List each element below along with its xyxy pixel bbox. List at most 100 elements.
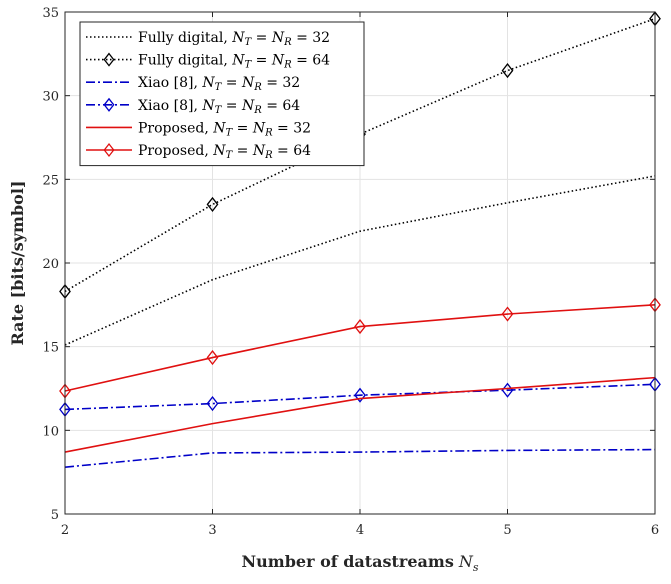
y-tick-label: 20	[42, 257, 59, 272]
series-line	[64, 304, 656, 392]
legend-label: Fully digital, NT = NR = 64	[138, 53, 330, 71]
y-tick-label: 5	[51, 508, 59, 523]
y-tick-label: 10	[42, 424, 59, 439]
legend-symbol: N	[252, 143, 266, 159]
legend-prefix: Proposed,	[138, 120, 213, 136]
series-marker	[354, 319, 366, 335]
legend-equals: =	[232, 143, 253, 159]
legend-prefix: Xiao [8],	[138, 75, 202, 91]
legend-symbol: N	[201, 98, 215, 114]
legend-symbol-sub: T	[245, 60, 253, 71]
legend-symbol: N	[241, 98, 255, 114]
legend-symbol: N	[252, 120, 266, 136]
legend-equals: =	[251, 30, 272, 46]
series-0	[64, 175, 656, 346]
legend-item: Proposed, NT = NR = 32	[86, 120, 311, 138]
legend-item: Xiao [8], NT = NR = 64	[86, 97, 300, 116]
legend-equals: =	[251, 53, 272, 69]
legend-prefix: Xiao [8],	[138, 98, 202, 114]
legend-equals: =	[221, 75, 242, 91]
legend-symbol-sub: R	[253, 82, 262, 93]
y-tick-label: 25	[42, 173, 59, 188]
legend-label: Proposed, NT = NR = 64	[138, 143, 311, 161]
legend-label: Xiao [8], NT = NR = 64	[138, 98, 300, 116]
x-axis-label-text: Number of datastreams	[242, 552, 454, 571]
legend-symbol: N	[201, 75, 215, 91]
legend-symbol: N	[241, 75, 255, 91]
series-4	[64, 376, 656, 453]
series-marker	[501, 63, 514, 79]
legend-label: Proposed, NT = NR = 32	[138, 120, 311, 138]
series-line	[64, 448, 656, 468]
y-tick-label: 30	[42, 90, 59, 105]
series-marker	[354, 387, 366, 403]
x-tick-label: 2	[61, 523, 69, 538]
legend-value: 32	[293, 120, 311, 136]
legend-value: 32	[312, 30, 330, 46]
legend-symbol: N	[212, 143, 226, 159]
legend-symbol-sub: T	[245, 37, 253, 48]
legend-symbol: N	[271, 53, 285, 69]
legend-symbol: N	[212, 120, 226, 136]
legend-symbol-sub: R	[283, 60, 292, 71]
legend-item: Fully digital, NT = NR = 32	[86, 30, 330, 48]
legend-item: Fully digital, NT = NR = 64	[86, 52, 330, 71]
legend-equals: =	[221, 98, 242, 114]
series-marker	[206, 196, 219, 212]
x-tick-label: 5	[503, 523, 511, 538]
legend-label: Fully digital, NT = NR = 32	[138, 30, 330, 48]
x-axis-label-subscript: s	[473, 561, 479, 574]
legend-equals: =	[292, 53, 313, 69]
series-2	[64, 448, 656, 468]
series-layer	[59, 11, 661, 468]
y-tick-label: 15	[42, 341, 59, 356]
series-line	[64, 175, 656, 346]
legend-equals: =	[232, 120, 253, 136]
series-marker	[501, 306, 514, 322]
legend-symbol-sub: R	[283, 37, 292, 48]
legend-symbol: N	[231, 53, 245, 69]
x-tick-label: 3	[208, 523, 216, 538]
legend-symbol: N	[231, 30, 245, 46]
legend-box	[79, 21, 365, 167]
legend-equals: =	[262, 98, 283, 114]
series-marker	[206, 396, 219, 412]
legend-prefix: Proposed,	[138, 143, 213, 159]
legend-equals: =	[273, 143, 294, 159]
legend-marker	[103, 142, 115, 158]
x-tick-label: 6	[651, 523, 659, 538]
legend-equals: =	[262, 75, 283, 91]
legend-symbol-sub: T	[215, 105, 223, 116]
legend-equals: =	[292, 30, 313, 46]
legend-marker	[103, 52, 115, 67]
legend-symbol-sub: T	[226, 127, 234, 138]
x-tick-label: 4	[356, 523, 364, 538]
legend-prefix: Fully digital,	[138, 30, 232, 46]
series-line	[64, 383, 656, 411]
legend-symbol-sub: T	[226, 150, 234, 161]
series-line	[64, 376, 656, 453]
legend-equals: =	[273, 120, 294, 136]
legend-symbol-sub: T	[215, 82, 223, 93]
legend-prefix: Fully digital,	[138, 53, 232, 69]
axis-ticks: 2 3 4 5 6 5 10 15 20 25 30 35	[42, 6, 659, 538]
legend-value: 64	[312, 53, 330, 69]
legend-item: Xiao [8], NT = NR = 32	[86, 75, 300, 93]
legend-value: 32	[282, 75, 300, 91]
legend-symbol-sub: R	[264, 127, 273, 138]
legend-marker	[103, 97, 115, 112]
legend-item: Proposed, NT = NR = 64	[86, 142, 311, 161]
legend-value: 64	[282, 98, 300, 114]
series-marker	[206, 349, 219, 366]
legend-value: 64	[293, 143, 311, 159]
legend-symbol-sub: R	[264, 150, 273, 161]
x-axis-label-symbol: N	[458, 552, 474, 571]
legend-symbol-sub: R	[253, 105, 262, 116]
x-axis-label: Number of datastreams Ns	[242, 552, 479, 574]
y-tick-label: 35	[42, 6, 59, 21]
legend-label: Xiao [8], NT = NR = 32	[138, 75, 300, 93]
y-axis-label: Rate [bits/symbol]	[8, 181, 27, 346]
legend-symbol: N	[271, 30, 285, 46]
